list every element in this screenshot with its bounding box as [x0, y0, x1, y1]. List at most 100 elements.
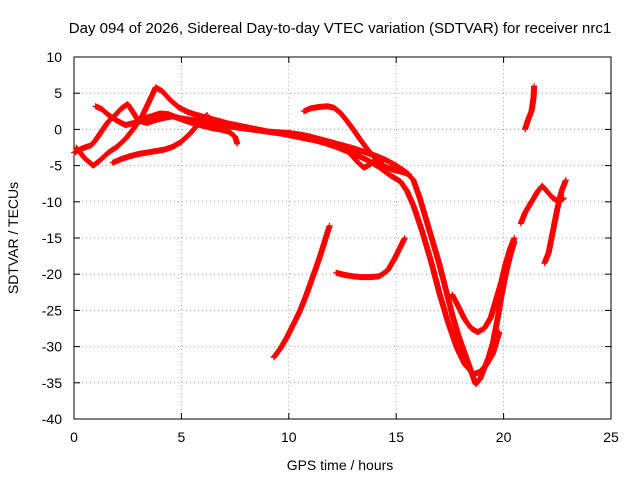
series-track-l: [522, 82, 538, 133]
scatter-point-cluster: [187, 121, 202, 137]
data-marks: [71, 82, 569, 388]
scatter-point-cluster: [449, 311, 462, 338]
x-tick-label: 20: [496, 429, 512, 445]
scatter-point-cluster: [176, 104, 191, 115]
scatter-point-cluster: [159, 88, 174, 103]
scatter-point-cluster: [419, 227, 434, 262]
chart-title: Day 094 of 2026, Sidereal Day-to-day VTE…: [69, 20, 611, 37]
y-tick-label: 5: [54, 85, 62, 101]
y-tick-label: 10: [46, 49, 62, 65]
scatter-point-cluster: [165, 111, 180, 121]
y-tick-label: 0: [54, 121, 62, 137]
scatter-point-cluster: [111, 106, 124, 119]
scatter-point-cluster: [530, 188, 541, 202]
scatter-point-cluster: [195, 112, 210, 127]
scatter-point-cluster: [361, 161, 373, 171]
y-tick-label: -10: [42, 194, 62, 210]
scatter-point: [406, 171, 413, 178]
scatter-point-cluster: [122, 125, 137, 142]
series-track-b: [73, 84, 503, 378]
series-track-i: [449, 235, 518, 336]
scatter-point-cluster: [322, 223, 333, 243]
scatter-point-cluster: [429, 238, 442, 266]
scatter-point-cluster: [98, 119, 111, 134]
scatter-point-cluster: [270, 346, 283, 361]
x-tick-label: 5: [178, 429, 186, 445]
scatter-point-cluster: [410, 202, 425, 233]
scatter-point-cluster: [550, 206, 561, 234]
scatter-point-cluster: [96, 150, 111, 164]
scatter-point-cluster: [461, 316, 474, 331]
scatter-point-cluster: [416, 195, 429, 223]
scatter-point: [511, 235, 518, 241]
scatter-point-cluster: [442, 285, 455, 317]
scatter-point-cluster: [296, 293, 309, 315]
scatter-point-cluster: [423, 216, 436, 244]
series-track-a: [71, 101, 518, 388]
scatter-point-cluster: [474, 325, 487, 336]
y-tick-label: -30: [42, 339, 62, 355]
scatter-point-cluster: [356, 135, 369, 150]
scatter-point-cluster: [167, 97, 182, 111]
scatter-point-cluster: [152, 84, 165, 94]
scatter-point-cluster: [169, 139, 184, 150]
scatter-point-cluster: [73, 144, 88, 161]
scatter-point-cluster: [436, 260, 449, 291]
scatter-point-cluster: [489, 319, 500, 346]
scatter-point-cluster: [455, 332, 468, 357]
scatter-point-cluster: [397, 235, 408, 250]
scatter-point-cluster: [114, 136, 128, 150]
scatter-point-cluster: [309, 257, 322, 281]
scatter-point-cluster: [225, 128, 238, 140]
scatter-point-cluster: [124, 101, 135, 113]
series-track-h: [333, 235, 408, 281]
x-tick-label: 0: [70, 429, 78, 445]
scatter-point: [562, 177, 569, 184]
scatter-point-cluster: [131, 115, 146, 126]
scatter-point-cluster: [139, 94, 154, 118]
scatter-point-cluster: [109, 156, 124, 166]
scatter-point-cluster: [461, 361, 476, 377]
scatter-point-cluster: [397, 178, 410, 194]
scatter-point-cluster: [492, 279, 505, 307]
x-tick-label: 15: [388, 429, 404, 445]
y-axis-label: SDTVAR / TECUs: [5, 182, 21, 294]
series-track-d: [109, 111, 211, 166]
scatter-point-cluster: [502, 246, 513, 267]
x-tick-label: 10: [281, 429, 297, 445]
scatter-point-cluster: [541, 250, 552, 267]
series-track-k: [541, 177, 569, 267]
scatter-point-cluster: [384, 257, 397, 274]
scatter-point-cluster: [330, 104, 343, 116]
scatter-point-cluster: [354, 152, 371, 164]
scatter-point-cluster: [341, 144, 354, 158]
tick-labels: 0 5 10 15 20 25 -40 -35 -30 -25 -20 -15 -10 -5 0 5 10: [42, 49, 619, 445]
scatter-point-cluster: [517, 210, 528, 227]
scatter-point-cluster: [453, 343, 468, 367]
scatter-point-cluster: [350, 126, 363, 142]
scatter-point-cluster: [522, 203, 532, 216]
scatter-point-cluster: [487, 300, 498, 321]
scatter-point-cluster: [90, 158, 103, 169]
scatter-point: [401, 235, 408, 241]
scatter-point-cluster: [315, 237, 329, 263]
scatter-point: [496, 329, 503, 336]
scatter-point-cluster: [410, 177, 423, 201]
scatter-point: [234, 140, 241, 147]
scatter-point-cluster: [283, 322, 296, 341]
y-tick-label: -15: [42, 230, 62, 246]
scatter-point: [326, 222, 333, 229]
scatter-point-cluster: [543, 187, 556, 201]
scatter-point-cluster: [545, 228, 556, 256]
scatter-point-cluster: [367, 155, 380, 168]
scatter-point-cluster: [558, 177, 569, 194]
scatter-point-cluster: [105, 111, 120, 124]
scatter-point-cluster: [455, 303, 468, 323]
scatter-point-cluster: [526, 195, 537, 209]
scatter-point-cluster: [277, 335, 290, 352]
scatter-point-cluster: [98, 106, 111, 118]
x-tick-label: 25: [603, 429, 619, 445]
y-tick-label: -40: [42, 411, 62, 427]
scatter-point: [380, 157, 387, 164]
scatter-point-cluster: [343, 117, 356, 132]
